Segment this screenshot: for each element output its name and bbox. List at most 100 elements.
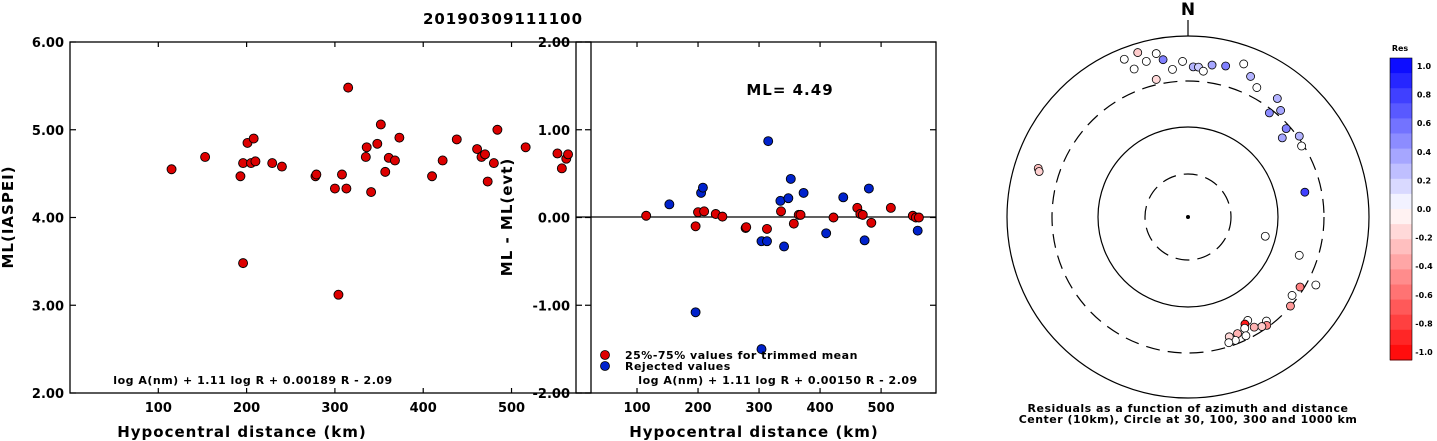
y-tick-label: -1.00 (533, 299, 570, 314)
data-point (472, 144, 483, 155)
station-point (1178, 57, 1187, 66)
x-tick-label: 100 (623, 401, 650, 416)
trimmed-point (828, 212, 839, 223)
colorbar-tick-label: 0.0 (1417, 205, 1432, 214)
data-point (556, 163, 567, 174)
y-tick-label: -2.00 (533, 387, 570, 402)
data-point (235, 171, 246, 182)
data-point (238, 258, 249, 269)
station-point (1119, 54, 1129, 64)
data-point (366, 187, 377, 198)
data-point (166, 164, 177, 175)
colorbar-frame (1389, 57, 1413, 361)
rejected-point (863, 183, 874, 194)
station-point (1294, 250, 1304, 260)
station-point (1168, 64, 1177, 74)
colorbar-tick-label: -0.2 (1415, 234, 1433, 243)
y-tick-label: 4.00 (32, 212, 64, 227)
station-point (1158, 55, 1168, 65)
data-point (375, 119, 386, 130)
x-tick-label: 500 (498, 401, 525, 416)
caption-line-2: Center (10km), Circle at 30, 100, 300 an… (1019, 413, 1358, 426)
station-point (1252, 83, 1262, 92)
x-tick-label: 400 (410, 401, 437, 416)
colorbar-segment (1390, 299, 1412, 316)
station-point (1221, 61, 1231, 71)
station-point (1240, 323, 1250, 333)
station-point (1300, 187, 1310, 197)
data-point (248, 133, 259, 144)
station-point (1151, 75, 1161, 84)
rejected-point (783, 193, 794, 204)
y-tick-label: 5.00 (32, 124, 64, 139)
colorbar-segment (1390, 133, 1412, 150)
station-point (1276, 106, 1286, 115)
data-point (427, 171, 438, 182)
legend-label-rejected: Rejected values (625, 360, 731, 373)
colorbar-tick-label: 0.4 (1417, 148, 1432, 157)
y-tick-label: 1.00 (538, 124, 570, 139)
trimmed-point (913, 212, 924, 223)
x-tick-label: 300 (321, 401, 348, 416)
ml-residual-chart: 100 200 300 400 500 2.00 1.00 0.00 -1.00 -2.00 ML… (498, 36, 937, 441)
rejected-point (785, 173, 796, 184)
station-point (1141, 56, 1151, 66)
station-point (1294, 131, 1304, 141)
rejected-point (756, 344, 767, 355)
data-point (360, 152, 371, 162)
trimmed-point (641, 210, 652, 221)
trimmed-point (795, 209, 806, 220)
data-point (333, 289, 344, 300)
colorbar-segment (1390, 224, 1412, 240)
rejected-point (779, 241, 790, 252)
station-point (1277, 133, 1287, 143)
figure-title: 20190309111100 (423, 10, 583, 28)
colorbar-segment (1390, 163, 1412, 180)
colorbar-tick-label: 0.8 (1417, 91, 1432, 100)
formula-label: log A(nm) + 1.11 log R + 0.00189 R - 2.0… (113, 374, 392, 387)
x-tick-label: 300 (745, 401, 772, 416)
data-point (267, 158, 278, 169)
trimmed-point (699, 206, 710, 217)
data-point (480, 149, 490, 160)
y-tick-label: 6.00 (32, 36, 64, 51)
data-point (520, 142, 531, 153)
trimmed-point (788, 218, 799, 229)
colorbar-tick-label: -0.8 (1415, 319, 1433, 328)
station-point (1241, 331, 1251, 341)
data-point (311, 169, 322, 180)
trimmed-point (741, 222, 752, 233)
station-point (1198, 66, 1208, 76)
data-point (552, 148, 563, 159)
colorbar-segment (1390, 193, 1412, 210)
station-point (1286, 301, 1295, 311)
colorbar-tick-label: 0.2 (1417, 176, 1431, 185)
data-point (276, 161, 287, 172)
x-tick-label: 500 (868, 401, 895, 416)
data-point (563, 149, 573, 160)
data-point (451, 134, 462, 145)
trimmed-point (717, 211, 728, 222)
colorbar-segment (1390, 269, 1412, 285)
station-point (1264, 108, 1274, 118)
rejected-point (838, 192, 849, 203)
station-point (1260, 231, 1270, 241)
data-point (394, 132, 405, 143)
y-tick-label: 2.00 (32, 387, 64, 402)
rejected-point (859, 235, 870, 246)
rejected-point (762, 236, 772, 247)
legend-swatch-trimmed (600, 350, 610, 360)
rejected-point (798, 187, 809, 198)
x-tick-label: 200 (684, 401, 711, 416)
ml-value-label: ML= 4.49 (746, 81, 833, 99)
y-tick-label: 3.00 (32, 299, 64, 314)
station-point (1246, 72, 1255, 81)
station-point (1239, 59, 1249, 69)
data-point (482, 176, 493, 187)
x-tick-label: 100 (145, 401, 172, 416)
trimmed-point (690, 221, 701, 232)
colorbar-title: Res (1392, 44, 1409, 53)
y-tick-label: 2.00 (538, 36, 570, 51)
colorbar-tick-label: -1.0 (1415, 348, 1433, 357)
